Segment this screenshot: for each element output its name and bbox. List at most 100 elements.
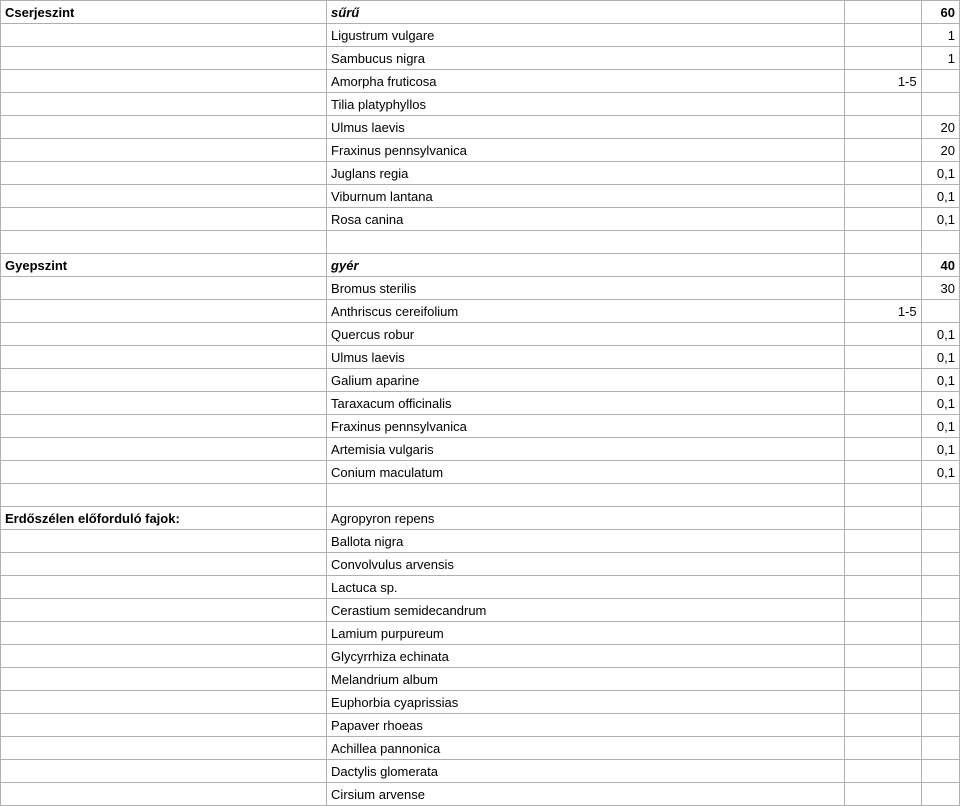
value-col4 (921, 300, 959, 323)
table-row: Cirsium arvense (1, 783, 960, 806)
table-row: Artemisia vulgaris0,1 (1, 438, 960, 461)
species-name: Fraxinus pennsylvanica (327, 415, 845, 438)
table-row: Cerastium semidecandrum (1, 599, 960, 622)
row-blank (1, 47, 327, 70)
table-row: Euphorbia cyaprissias (1, 691, 960, 714)
value-col3 (844, 185, 921, 208)
value-col4: 0,1 (921, 208, 959, 231)
blank-cell (844, 484, 921, 507)
value-col3 (844, 438, 921, 461)
row-blank (1, 208, 327, 231)
table-row: Conium maculatum0,1 (1, 461, 960, 484)
section-val4 (921, 507, 959, 530)
table-row: Melandrium album (1, 668, 960, 691)
table-row: Glycyrrhiza echinata (1, 645, 960, 668)
species-name: Ulmus laevis (327, 346, 845, 369)
section-val4: 40 (921, 254, 959, 277)
value-col3 (844, 783, 921, 806)
value-col3 (844, 47, 921, 70)
row-blank (1, 691, 327, 714)
value-col4: 0,1 (921, 461, 959, 484)
value-col4: 0,1 (921, 185, 959, 208)
value-col3 (844, 714, 921, 737)
value-col4 (921, 70, 959, 93)
value-col4 (921, 645, 959, 668)
value-col3 (844, 162, 921, 185)
section-descriptor: sűrű (327, 1, 845, 24)
table-row: Fraxinus pennsylvanica 0,1 (1, 415, 960, 438)
value-col4 (921, 553, 959, 576)
species-name: Tilia platyphyllos (327, 93, 845, 116)
table-row: Lamium purpureum (1, 622, 960, 645)
species-name: Euphorbia cyaprissias (327, 691, 845, 714)
section-val3 (844, 1, 921, 24)
value-col4: 0,1 (921, 438, 959, 461)
blank-cell (327, 231, 845, 254)
species-name: Cirsium arvense (327, 783, 845, 806)
section-descriptor: gyér (327, 254, 845, 277)
row-blank (1, 438, 327, 461)
table-row: Amorpha fruticosa1-5 (1, 70, 960, 93)
value-col3 (844, 553, 921, 576)
species-name: Anthriscus cereifolium (327, 300, 845, 323)
table-row: Ballota nigra (1, 530, 960, 553)
value-col4 (921, 783, 959, 806)
value-col3 (844, 346, 921, 369)
table-row: Rosa canina 0,1 (1, 208, 960, 231)
row-blank (1, 622, 327, 645)
value-col4 (921, 530, 959, 553)
blank-row (1, 231, 960, 254)
row-blank (1, 645, 327, 668)
row-blank (1, 415, 327, 438)
value-col4: 0,1 (921, 162, 959, 185)
blank-cell (1, 484, 327, 507)
table-row: Sambucus nigra 1 (1, 47, 960, 70)
value-col4: 0,1 (921, 346, 959, 369)
species-name: Sambucus nigra (327, 47, 845, 70)
value-col3 (844, 691, 921, 714)
row-blank (1, 185, 327, 208)
value-col3 (844, 530, 921, 553)
value-col3 (844, 369, 921, 392)
section-header-row: Gyepszintgyér40 (1, 254, 960, 277)
table-row: Papaver rhoeas (1, 714, 960, 737)
section-val3 (844, 254, 921, 277)
table-row: Fraxinus pennsylvanica20 (1, 139, 960, 162)
table-row: Ulmus laevis 0,1 (1, 346, 960, 369)
table-row: Convolvulus arvensis (1, 553, 960, 576)
value-col4: 0,1 (921, 415, 959, 438)
row-blank (1, 760, 327, 783)
table-row: Achillea pannonica (1, 737, 960, 760)
value-col4 (921, 93, 959, 116)
value-col4 (921, 714, 959, 737)
species-name: Amorpha fruticosa (327, 70, 845, 93)
value-col3 (844, 668, 921, 691)
row-blank (1, 116, 327, 139)
row-blank (1, 300, 327, 323)
row-blank (1, 783, 327, 806)
row-blank (1, 93, 327, 116)
blank-cell (921, 484, 959, 507)
row-blank (1, 553, 327, 576)
species-name: Rosa canina (327, 208, 845, 231)
species-name: Glycyrrhiza echinata (327, 645, 845, 668)
value-col4: 1 (921, 47, 959, 70)
table-row: Galium aparine0,1 (1, 369, 960, 392)
value-col4: 1 (921, 24, 959, 47)
species-name: Lactuca sp. (327, 576, 845, 599)
row-blank (1, 70, 327, 93)
value-col4 (921, 622, 959, 645)
value-col4: 30 (921, 277, 959, 300)
value-col3 (844, 323, 921, 346)
table-row: Quercus robur0,1 (1, 323, 960, 346)
row-blank (1, 530, 327, 553)
value-col3 (844, 461, 921, 484)
value-col3 (844, 139, 921, 162)
value-col3 (844, 24, 921, 47)
species-name: Quercus robur (327, 323, 845, 346)
row-blank (1, 24, 327, 47)
row-blank (1, 369, 327, 392)
row-blank (1, 346, 327, 369)
table-row: Anthriscus cereifolium1-5 (1, 300, 960, 323)
value-col3: 1-5 (844, 300, 921, 323)
